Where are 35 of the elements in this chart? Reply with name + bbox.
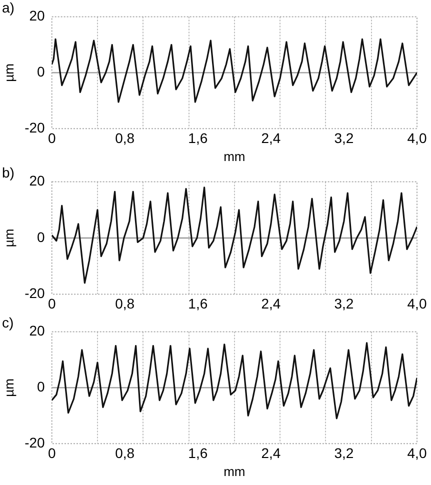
x-tick-label: 4,0 — [407, 295, 427, 312]
x-axis-title: mm — [224, 464, 246, 479]
y-tick-label: -20 — [24, 285, 46, 302]
y-tick-label: 20 — [29, 322, 46, 339]
y-tick-label: 20 — [29, 172, 46, 189]
x-tick-label: 1,6 — [188, 444, 208, 461]
x-axis-title: mm — [224, 148, 246, 164]
x-tick-label: 1,6 — [188, 295, 208, 312]
x-tick-label: 0 — [48, 130, 56, 146]
x-tick-label: 3,2 — [334, 444, 354, 461]
x-tick-label: 4,0 — [407, 444, 427, 461]
chart-title: b) — [2, 164, 14, 180]
x-tick-label: 2,4 — [261, 444, 281, 461]
y-axis-title: µm — [1, 228, 16, 248]
x-tick-label: 0,8 — [115, 130, 135, 146]
x-tick-label: 3,2 — [334, 130, 354, 146]
x-tick-label: 2,4 — [261, 130, 281, 146]
chart-title: c) — [2, 314, 14, 330]
x-tick-label: 0,8 — [115, 444, 135, 461]
y-tick-label: -20 — [24, 119, 46, 136]
y-axis-title: µm — [1, 378, 16, 397]
y-tick-label: 0 — [37, 228, 46, 245]
y-axis-title: µm — [1, 64, 16, 82]
y-tick-label: -20 — [24, 434, 46, 450]
x-tick-label: 0 — [48, 295, 56, 312]
chart-title: a) — [2, 0, 14, 16]
y-tick-label: 0 — [37, 378, 46, 395]
y-tick-label: 20 — [29, 8, 46, 24]
x-tick-label: 0 — [48, 444, 56, 461]
x-tick-label: 0,8 — [115, 295, 135, 312]
x-tick-label: 4,0 — [407, 130, 427, 146]
x-tick-label: 2,4 — [261, 295, 281, 312]
y-tick-label: 0 — [37, 64, 46, 80]
x-tick-label: 3,2 — [334, 295, 354, 312]
x-tick-label: 1,6 — [188, 130, 208, 146]
